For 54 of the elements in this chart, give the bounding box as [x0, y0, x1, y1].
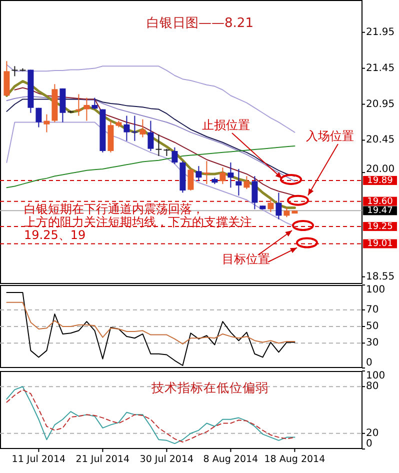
- candlestick: [252, 176, 258, 210]
- y-tick-label: 20.45: [366, 134, 395, 146]
- candlestick: [84, 97, 90, 122]
- candlestick: [140, 118, 146, 138]
- x-tick-label: 30 Jul 2014: [140, 454, 194, 465]
- y-tick-label: 21.45: [366, 62, 395, 74]
- x-tick-label: 21 Jul 2014: [76, 454, 130, 465]
- x-tick-label: 8 Aug 2014: [203, 454, 258, 465]
- text: 白银日图——8.21: [146, 16, 254, 31]
- y-tick-label: 50: [366, 321, 379, 332]
- candlestick: [276, 192, 282, 220]
- y-tick-label: 30: [366, 338, 379, 349]
- candlestick: [124, 115, 130, 142]
- y-tick-label: 0: [366, 438, 372, 450]
- x-tick-label: 18 Aug 2014: [264, 454, 326, 465]
- candlestick: [36, 107, 42, 128]
- candlestick: [132, 115, 138, 142]
- annotation: 目标位置: [222, 252, 270, 266]
- candlestick: [220, 167, 226, 185]
- y-tick-label: 20.00: [366, 164, 395, 175]
- y-tick-label: 80: [366, 381, 379, 392]
- candlestick: [188, 168, 194, 192]
- candlestick: [92, 97, 98, 110]
- annotation: 止损位置: [202, 118, 250, 132]
- candlestick: [148, 120, 154, 152]
- ref-line-label: 19.25: [367, 222, 393, 232]
- candlestick: [268, 198, 274, 213]
- candlestick: [44, 114, 50, 133]
- y-tick-label: 100: [366, 284, 386, 296]
- y-tick-label: 20: [366, 428, 379, 439]
- candlestick: [156, 134, 162, 157]
- annotation: 技术指标在低位偏弱: [150, 380, 268, 395]
- y-tick-label: 20.95: [366, 98, 395, 110]
- ref-line-label: 19.47: [367, 206, 393, 216]
- y-tick-label: 0: [366, 358, 372, 368]
- y-tick-label: 100: [366, 370, 386, 382]
- candlestick: [284, 207, 290, 218]
- ref-line-label: 19.01: [367, 239, 393, 250]
- candlestick: [228, 162, 234, 188]
- y-tick-label: 21.95: [366, 26, 395, 38]
- candlestick: [204, 160, 210, 185]
- x-tick-label: 11 Jul 2014: [12, 454, 66, 465]
- y-tick-label: 18.55: [366, 271, 395, 282]
- ref-line-label: 19.89: [367, 176, 394, 186]
- candlestick: [172, 146, 178, 164]
- y-tick-label: 70: [366, 304, 379, 316]
- candlestick: [244, 176, 250, 190]
- candlestick: [196, 166, 202, 182]
- line-series: [6, 64, 296, 133]
- candlestick: [12, 66, 18, 77]
- line-series: [6, 145, 296, 188]
- ref-line-label: 19.60: [367, 196, 394, 207]
- text: 入场位置: [306, 129, 354, 143]
- candlestick: [236, 168, 242, 196]
